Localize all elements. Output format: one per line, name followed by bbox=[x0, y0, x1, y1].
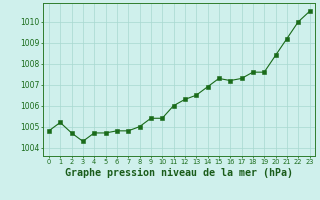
X-axis label: Graphe pression niveau de la mer (hPa): Graphe pression niveau de la mer (hPa) bbox=[65, 168, 293, 178]
